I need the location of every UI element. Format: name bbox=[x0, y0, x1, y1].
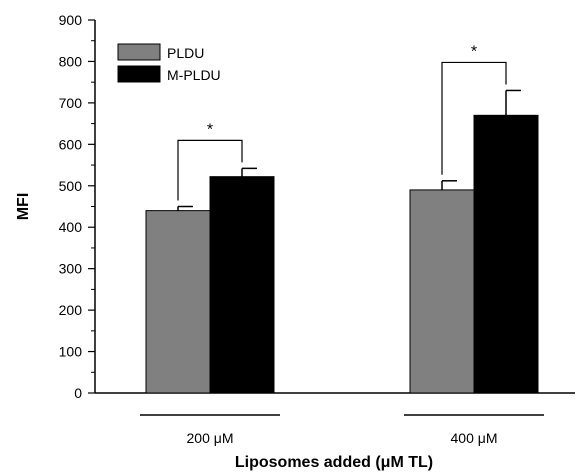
y-tick-label: 100 bbox=[59, 344, 83, 360]
y-axis-ticks: 0 100 200 300 400 500 600 700 800 900 bbox=[59, 12, 95, 401]
significance-bracket bbox=[177, 139, 243, 201]
y-tick-label: 800 bbox=[59, 53, 83, 69]
y-tick-label: 200 bbox=[59, 302, 83, 318]
significance-bracket bbox=[441, 61, 507, 175]
bars: ** bbox=[145, 43, 539, 394]
category-labels: 200 μM 400 μM bbox=[140, 414, 544, 446]
legend-label: PLDU bbox=[167, 45, 204, 61]
legend-swatch bbox=[117, 65, 161, 83]
bar bbox=[145, 210, 211, 394]
bar bbox=[209, 176, 275, 394]
bar bbox=[409, 189, 475, 394]
legend: PLDU M-PLDU bbox=[117, 43, 221, 83]
y-axis-title: MFI bbox=[15, 193, 32, 221]
bar bbox=[473, 114, 539, 394]
legend-label: M-PLDU bbox=[167, 67, 221, 83]
y-tick-label: 900 bbox=[59, 12, 83, 28]
y-tick-label: 300 bbox=[59, 261, 83, 277]
y-tick-label: 700 bbox=[59, 95, 83, 111]
y-tick-label: 600 bbox=[59, 136, 83, 152]
legend-swatch bbox=[117, 43, 161, 61]
category-label: 400 μM bbox=[451, 430, 498, 446]
significance-marker: * bbox=[207, 121, 213, 138]
x-axis-title: Liposomes added (μM TL) bbox=[235, 454, 433, 471]
y-tick-label: 500 bbox=[59, 178, 83, 194]
category-label: 200 μM bbox=[187, 430, 234, 446]
y-tick-label: 400 bbox=[59, 219, 83, 235]
significance-marker: * bbox=[471, 43, 477, 60]
y-tick-label: 0 bbox=[74, 385, 82, 401]
